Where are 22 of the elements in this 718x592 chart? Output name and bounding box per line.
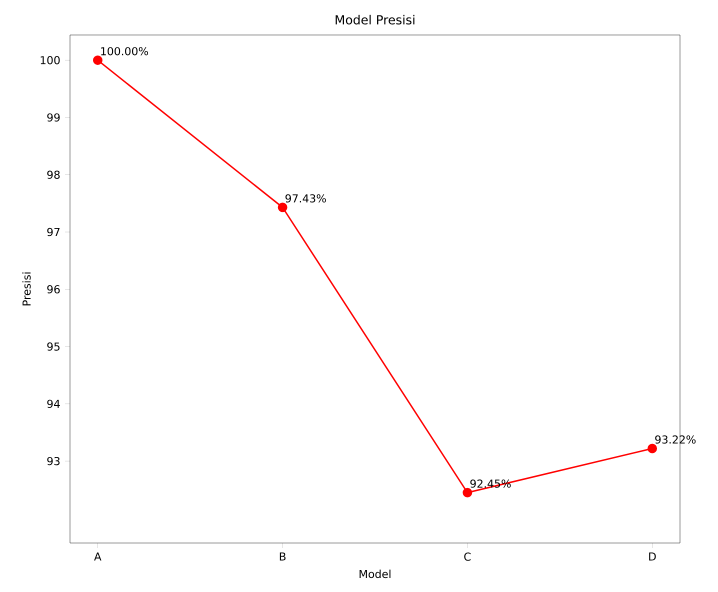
x-tick-label: A — [94, 552, 102, 561]
y-tick-label: 98 — [47, 170, 60, 179]
y-tick-label: 94 — [47, 400, 60, 408]
point — [278, 202, 288, 212]
y-tick-label: 97 — [47, 228, 60, 236]
y-axis-title: Presisi — [22, 272, 31, 306]
point — [648, 444, 658, 454]
point — [92, 55, 102, 65]
x-tick-label: C — [464, 552, 471, 561]
y-tick-label: 95 — [47, 342, 60, 351]
y-tick-label: 99 — [47, 113, 60, 122]
point — [462, 488, 472, 498]
data-label: 97.43% — [285, 194, 326, 203]
x-axis-title: Model — [360, 570, 390, 578]
chart-title: Model Presisi — [336, 14, 414, 24]
x-tick-label: B — [280, 552, 286, 561]
y-tick-label: 93 — [47, 456, 60, 466]
y-tick-label: 96 — [47, 285, 60, 294]
data-label: 100.00% — [101, 47, 148, 56]
data-label: 93.22% — [655, 435, 696, 444]
x-tick-label: D — [649, 552, 656, 561]
y-tick-label: 100 — [40, 56, 60, 64]
